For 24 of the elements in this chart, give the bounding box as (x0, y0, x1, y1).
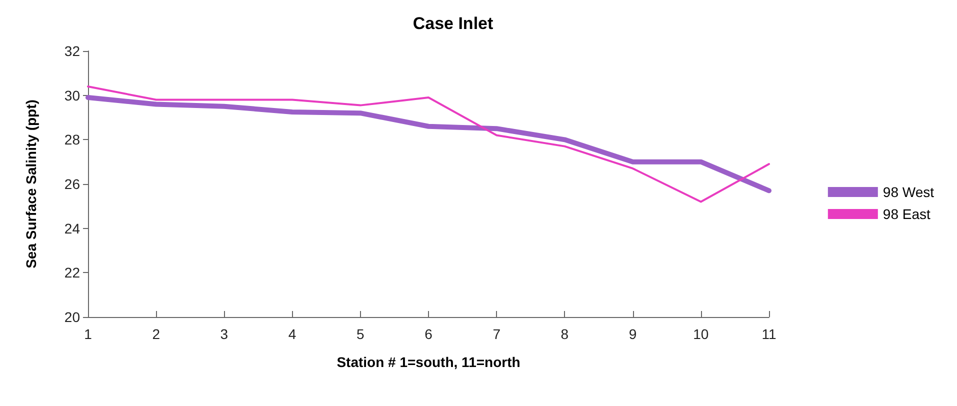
y-tick-label: 20 (64, 309, 80, 325)
x-tick-label: 6 (424, 326, 433, 342)
legend-label: 98 West (882, 184, 934, 200)
y-tick-label: 28 (64, 132, 80, 148)
x-tick-label: 3 (220, 326, 228, 342)
x-tick-label: 10 (693, 326, 709, 342)
legend-label: 98 East (882, 206, 930, 222)
x-tick-label: 11 (762, 326, 776, 342)
x-tick-label: 4 (288, 326, 296, 342)
x-axis-title: Station # 1=south, 11=north (336, 354, 520, 370)
x-tick-label: 8 (560, 326, 569, 342)
y-tick-label: 26 (64, 176, 80, 192)
y-tick-label: 22 (64, 264, 80, 281)
x-tick-label: 2 (152, 326, 160, 342)
y-tick-label: 32 (64, 43, 80, 59)
x-tick-label: 5 (356, 326, 364, 342)
y-axis-title: Sea Surface Salinity (ppt) (23, 100, 39, 268)
y-tick-label: 24 (64, 220, 80, 236)
x-tick-label: 7 (492, 326, 501, 342)
x-tick-label: 1 (84, 326, 92, 342)
line-series (87, 85, 770, 203)
y-tick-label: 30 (64, 87, 80, 104)
x-tick-label: 9 (628, 326, 637, 342)
chart-title: Case Inlet (412, 14, 494, 33)
